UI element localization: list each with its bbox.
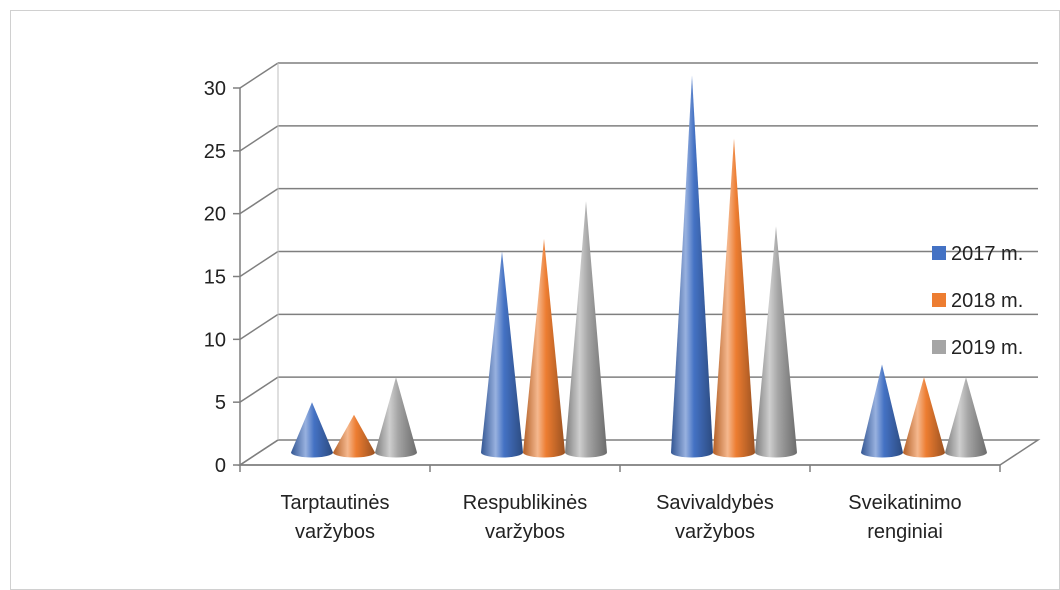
legend: 2017 m. 2018 m. 2019 m. [932, 243, 1023, 359]
legend-swatch [932, 293, 946, 307]
legend-label: 2019 m. [951, 337, 1023, 359]
legend-swatch [932, 246, 946, 260]
cone-body [945, 377, 987, 458]
cone-body [333, 414, 375, 458]
cone-body [523, 238, 565, 458]
gridline-wall [239, 125, 279, 152]
y-tick-label: 25 [204, 141, 226, 163]
cone-mark [713, 138, 755, 458]
cone-mark [903, 377, 945, 458]
legend-swatch [932, 340, 946, 354]
cone-mark [671, 75, 713, 458]
cone-mark [481, 251, 523, 458]
gridline-wall [239, 313, 279, 340]
cone-mark [755, 226, 797, 458]
x-category-label: Savivaldybės varžybos [656, 492, 774, 543]
axis-layer: 0 5 10 15 20 25 30 Tarptautinės varžybos Respubli… [204, 78, 1001, 543]
x-category-label: Sveikatinimo renginiai [848, 492, 961, 543]
legend-label: 2017 m. [951, 243, 1023, 265]
x-category-label: Respublikinės varžybos [463, 492, 588, 543]
legend-item: 2017 m. [932, 243, 1023, 265]
chart-frame [10, 10, 1060, 590]
y-tick-label: 15 [204, 267, 226, 289]
y-tick-label: 0 [215, 455, 226, 477]
cone-body [481, 251, 523, 458]
y-tick-label: 30 [204, 78, 226, 100]
cone-mark [291, 402, 333, 458]
cone-body [713, 138, 755, 458]
cone-mark [333, 414, 375, 458]
cone-body [861, 364, 903, 458]
y-tick-label: 20 [204, 204, 226, 226]
legend-item: 2019 m. [932, 337, 1023, 359]
cone-mark [945, 377, 987, 458]
cone-body [755, 226, 797, 458]
cone-body [903, 377, 945, 458]
y-tick-label: 5 [215, 392, 226, 414]
cone-mark [375, 377, 417, 458]
legend-item: 2018 m. [932, 290, 1023, 312]
cone-mark [523, 238, 565, 458]
cone-body [375, 377, 417, 458]
cone-body [671, 75, 713, 458]
cone-body [565, 201, 607, 458]
x-category-label: Tarptautinės varžybos [281, 492, 390, 543]
gridline-wall [239, 62, 279, 89]
gridline-wall [239, 250, 279, 278]
gridline-wall [239, 376, 279, 403]
mark-layer [291, 75, 987, 458]
y-tick-label: 10 [204, 329, 226, 351]
cone-mark [861, 364, 903, 458]
cone-mark [565, 201, 607, 458]
legend-label: 2018 m. [951, 290, 1023, 312]
gridline-wall [239, 188, 279, 215]
cone-body [291, 402, 333, 458]
